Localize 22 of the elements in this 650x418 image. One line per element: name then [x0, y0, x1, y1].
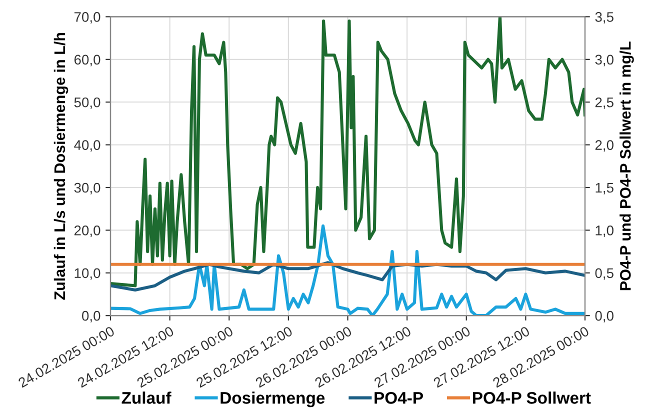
y-tick-label: 20,0	[74, 226, 100, 238]
y2-tick-label: 1,5	[596, 182, 614, 194]
y2-axis-title: PO4-P und PO4-P Sollwert in mg/L	[620, 42, 634, 290]
y2-tick-label: 0,0	[595, 310, 614, 322]
y-axis-title: Zulauf in L/s und Dosiermenge in L/h	[54, 32, 68, 300]
legend-label: Zulauf	[122, 392, 172, 404]
y2-tick-label: 3,0	[595, 54, 614, 66]
legend-label: Dosiermenge	[220, 392, 325, 408]
y-tick-label: 60,0	[74, 54, 100, 66]
y2-tick-label: 1,0	[596, 226, 614, 238]
y-tick-label: 10,0	[74, 268, 100, 280]
y-tick-label: 0,0	[82, 310, 100, 322]
legend-label: PO4-P	[374, 392, 423, 404]
y2-tick-label: 2,0	[595, 140, 614, 152]
y-tick-label: 40,0	[74, 140, 100, 152]
y-tick-label: 50,0	[74, 97, 100, 109]
y-tick-label: 70,0	[74, 12, 100, 24]
y-tick-label: 30,0	[74, 182, 100, 194]
y2-tick-label: 0,5	[595, 268, 614, 280]
y2-tick-label: 2,5	[595, 97, 614, 109]
legend-label: PO4-P Sollwert	[472, 392, 591, 404]
y2-tick-label: 3,5	[595, 12, 614, 24]
